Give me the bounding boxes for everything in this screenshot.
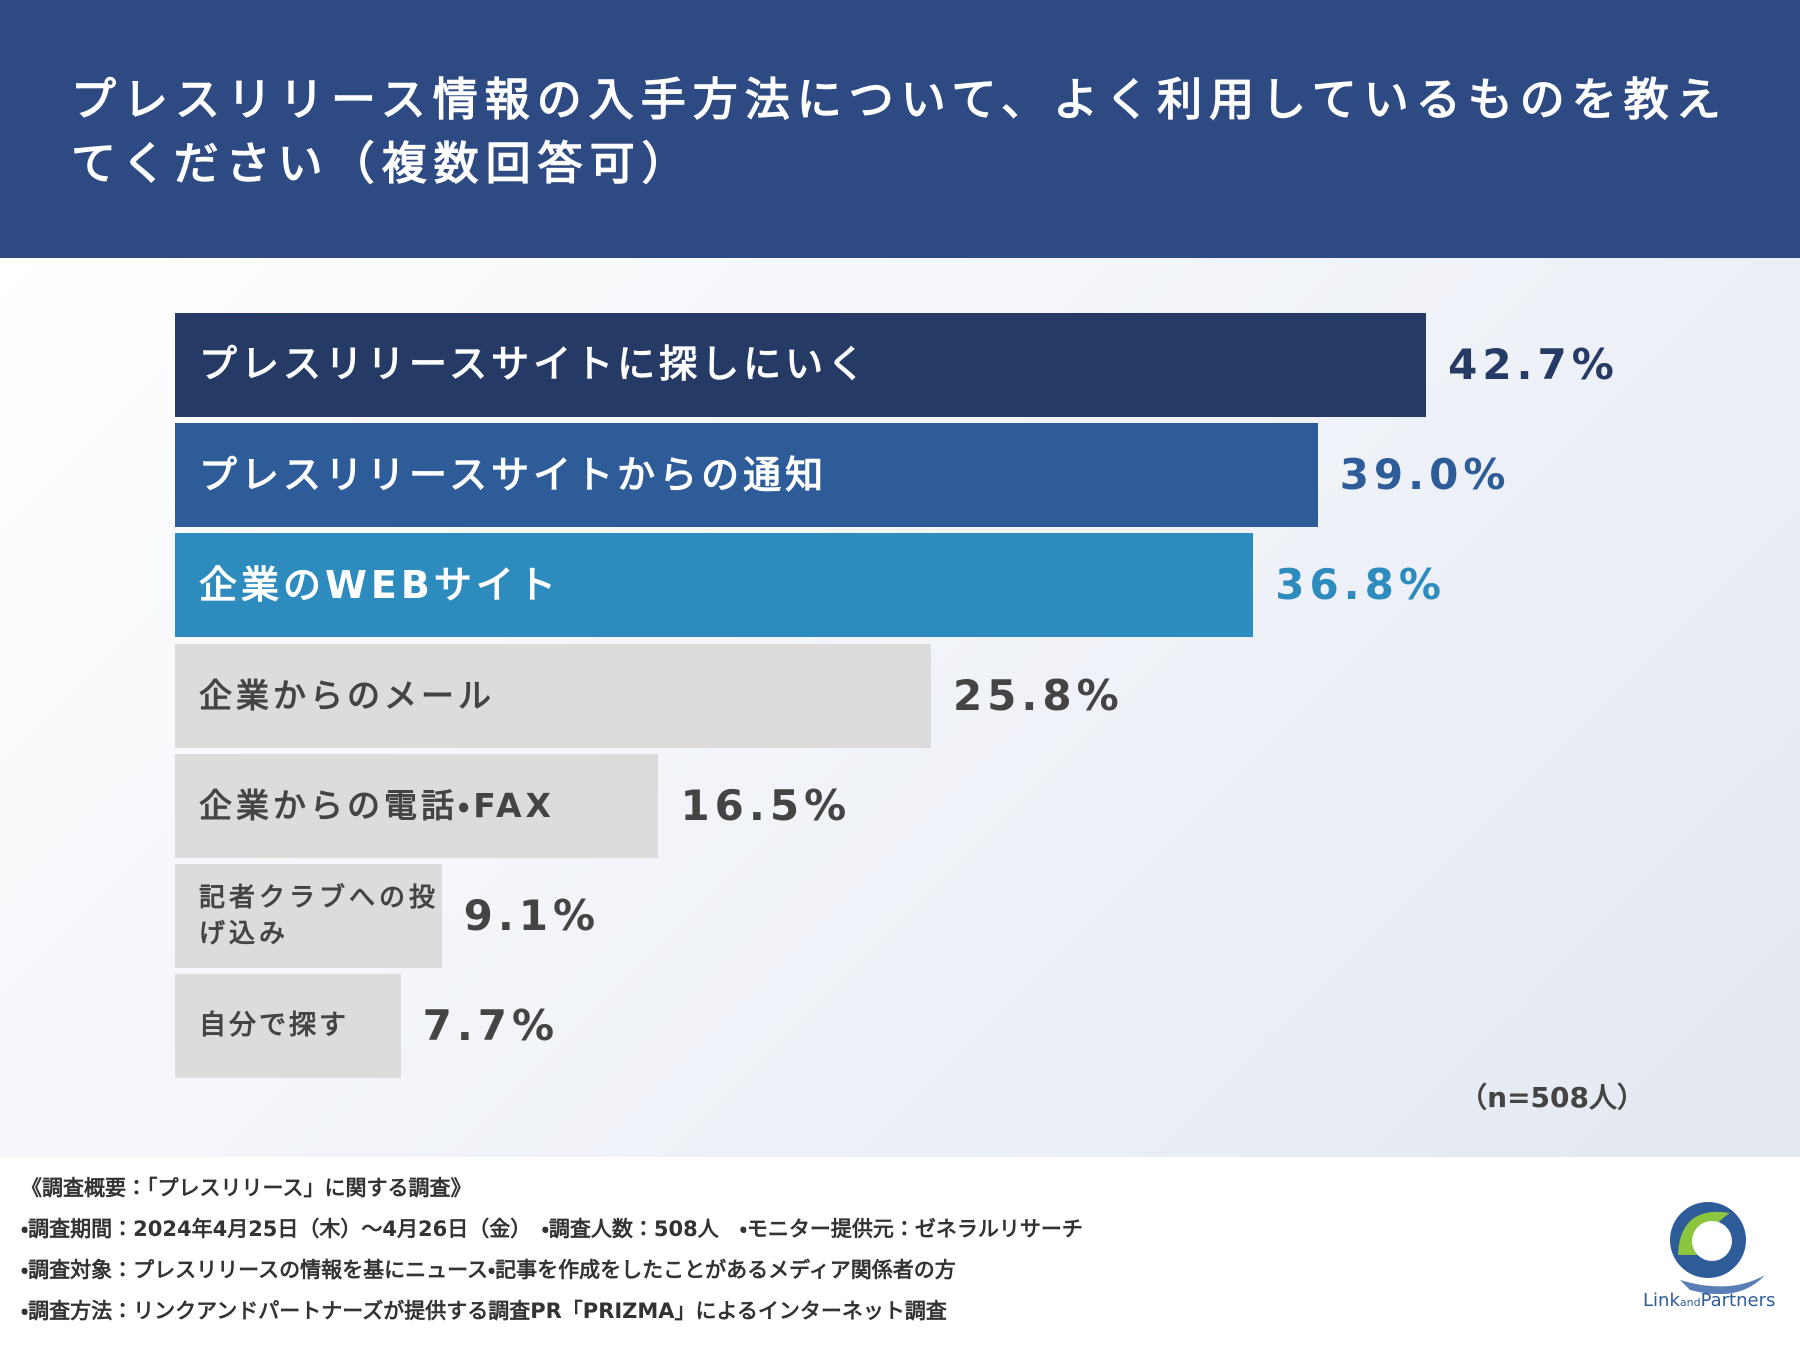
bar: 企業からの電話・FAX: [175, 753, 659, 858]
logo-text: LinkandPartners: [1643, 1290, 1775, 1311]
bar: プレスリリースサイトからの通知: [175, 423, 1318, 528]
logo-name: Link: [1643, 1290, 1680, 1311]
logo-tail: Partners: [1700, 1290, 1776, 1311]
title: プレスリリース情報の入手方法について、よく利用しているものを教えてください（複数…: [71, 73, 1728, 190]
value-label: 9.1%: [463, 891, 601, 940]
bar: 記者クラブへの投げ込み: [175, 864, 442, 968]
note-line: 《調査概要：「プレスリリース」に関する調査》: [21, 1176, 472, 1200]
bar-label: 自分で探す: [199, 1010, 349, 1042]
bar-label: プレスリリースサイトに探しにいく: [199, 342, 870, 387]
note-line: ・調査方法：リンクアンドパートナーズが提供する調査PR「PRIZMA」によるイン…: [21, 1299, 947, 1323]
value-label: 25.8%: [952, 670, 1124, 720]
bar: 自分で探す: [175, 974, 401, 1079]
bar: プレスリリースサイトに探しにいく: [175, 313, 1427, 417]
sample-note: （n=508人）: [1459, 1081, 1645, 1114]
value-label: 16.5%: [680, 780, 852, 830]
bar-label: 企業のWEBサイト: [199, 562, 560, 607]
header: プレスリリース情報の入手方法について、よく利用しているものを教えてください（複数…: [0, 0, 1800, 258]
bar-label: プレスリリースサイトからの通知: [199, 452, 828, 497]
value-label: 36.8%: [1275, 560, 1446, 610]
logo-mark: [1670, 1202, 1765, 1295]
bar-label: 企業からの電話・FAX: [199, 785, 555, 825]
logo-mid: and: [1679, 1296, 1701, 1309]
bar: 企業からのメール: [175, 643, 931, 748]
value-label: 42.7%: [1448, 340, 1619, 389]
survey-notes: 《調査概要：「プレスリリース」に関する調査》・調査期間：2024年4月25日（木…: [21, 1168, 1083, 1332]
bar-label: 企業からのメール: [199, 675, 495, 715]
bar: 企業のWEBサイト: [175, 533, 1254, 638]
value-label: 39.0%: [1339, 450, 1511, 500]
note-line: ・調査期間：2024年4月25日（木）～4月26日（金） ・調査人数：508人 …: [21, 1217, 1083, 1241]
note-line: ・調査対象：プレスリリースの情報を基にニュース・記事を作成をしたことがあるメディ…: [21, 1258, 956, 1282]
chart: （n=508人） プレスリリースサイトに探しにいく 42.7% プレスリリースサイト…: [0, 258, 1800, 1157]
bar-label: 記者クラブへの投げ込み: [199, 882, 440, 949]
value-label: 7.7%: [422, 1001, 560, 1051]
